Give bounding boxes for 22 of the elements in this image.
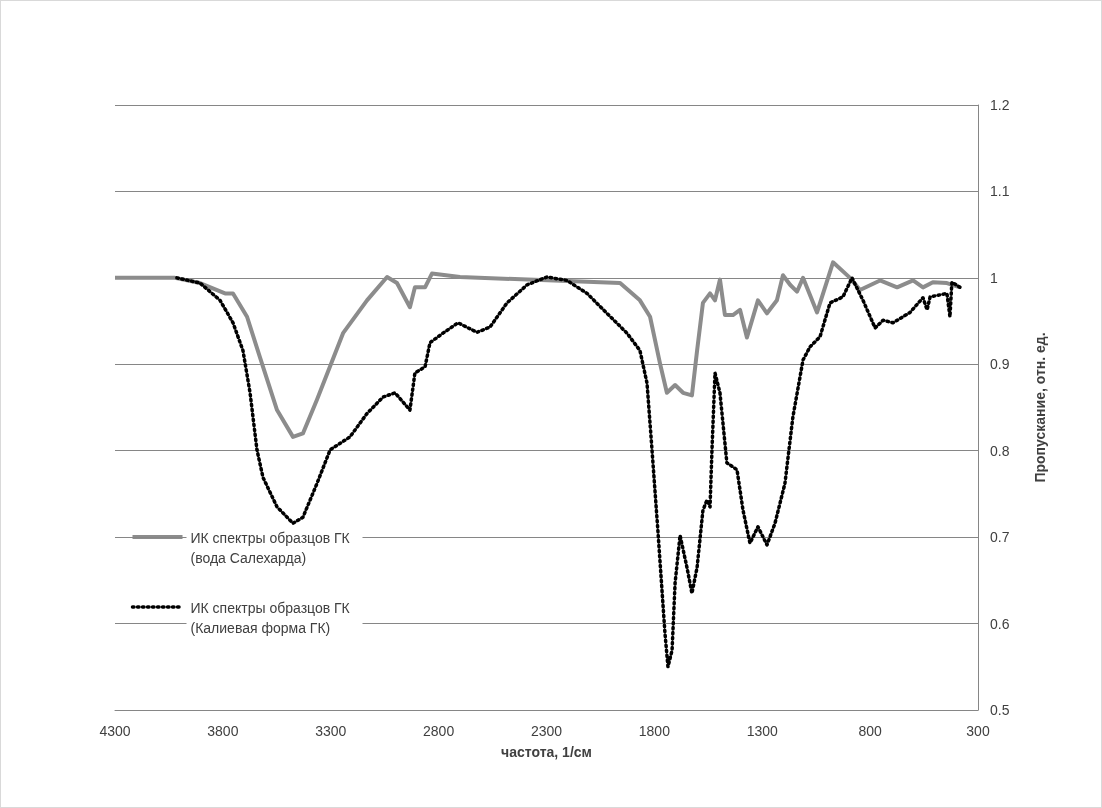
- y-tick-label: 1: [990, 269, 998, 286]
- line-series: [175, 275, 962, 669]
- x-tick-label: 800: [858, 723, 883, 739]
- legend-label: ИК спектры образцов ГК (Калиевая форма ГК): [190, 600, 351, 636]
- x-tick-label: 3300: [315, 723, 347, 739]
- x-tick-label: 4300: [99, 723, 131, 739]
- x-tick-label: 2300: [530, 723, 563, 739]
- x-axis-title: частота, 1/см: [501, 744, 592, 760]
- x-tick-label: 300: [966, 723, 990, 739]
- y-tick-label: 0.7: [990, 529, 1010, 546]
- x-tick-label: 3800: [207, 723, 239, 739]
- y-tick-label: 0.8: [990, 442, 1010, 459]
- y-tick-label: 0.6: [990, 615, 1010, 632]
- y-tick-label: 0.5: [990, 702, 1010, 718]
- y-tick-label: 1.2: [990, 97, 1010, 113]
- x-tick-label: 1300: [746, 723, 779, 739]
- legend-label: ИК спектры образцов ГК (вода Салехарда): [190, 530, 351, 566]
- y-tick-label: 0.9: [990, 356, 1010, 373]
- y-axis-title: Пропускание, отн. ед.: [1032, 332, 1048, 483]
- y-tick-label: 1.1: [990, 183, 1010, 200]
- x-tick-label: 1800: [638, 723, 671, 739]
- x-tick-label: 2800: [423, 723, 455, 739]
